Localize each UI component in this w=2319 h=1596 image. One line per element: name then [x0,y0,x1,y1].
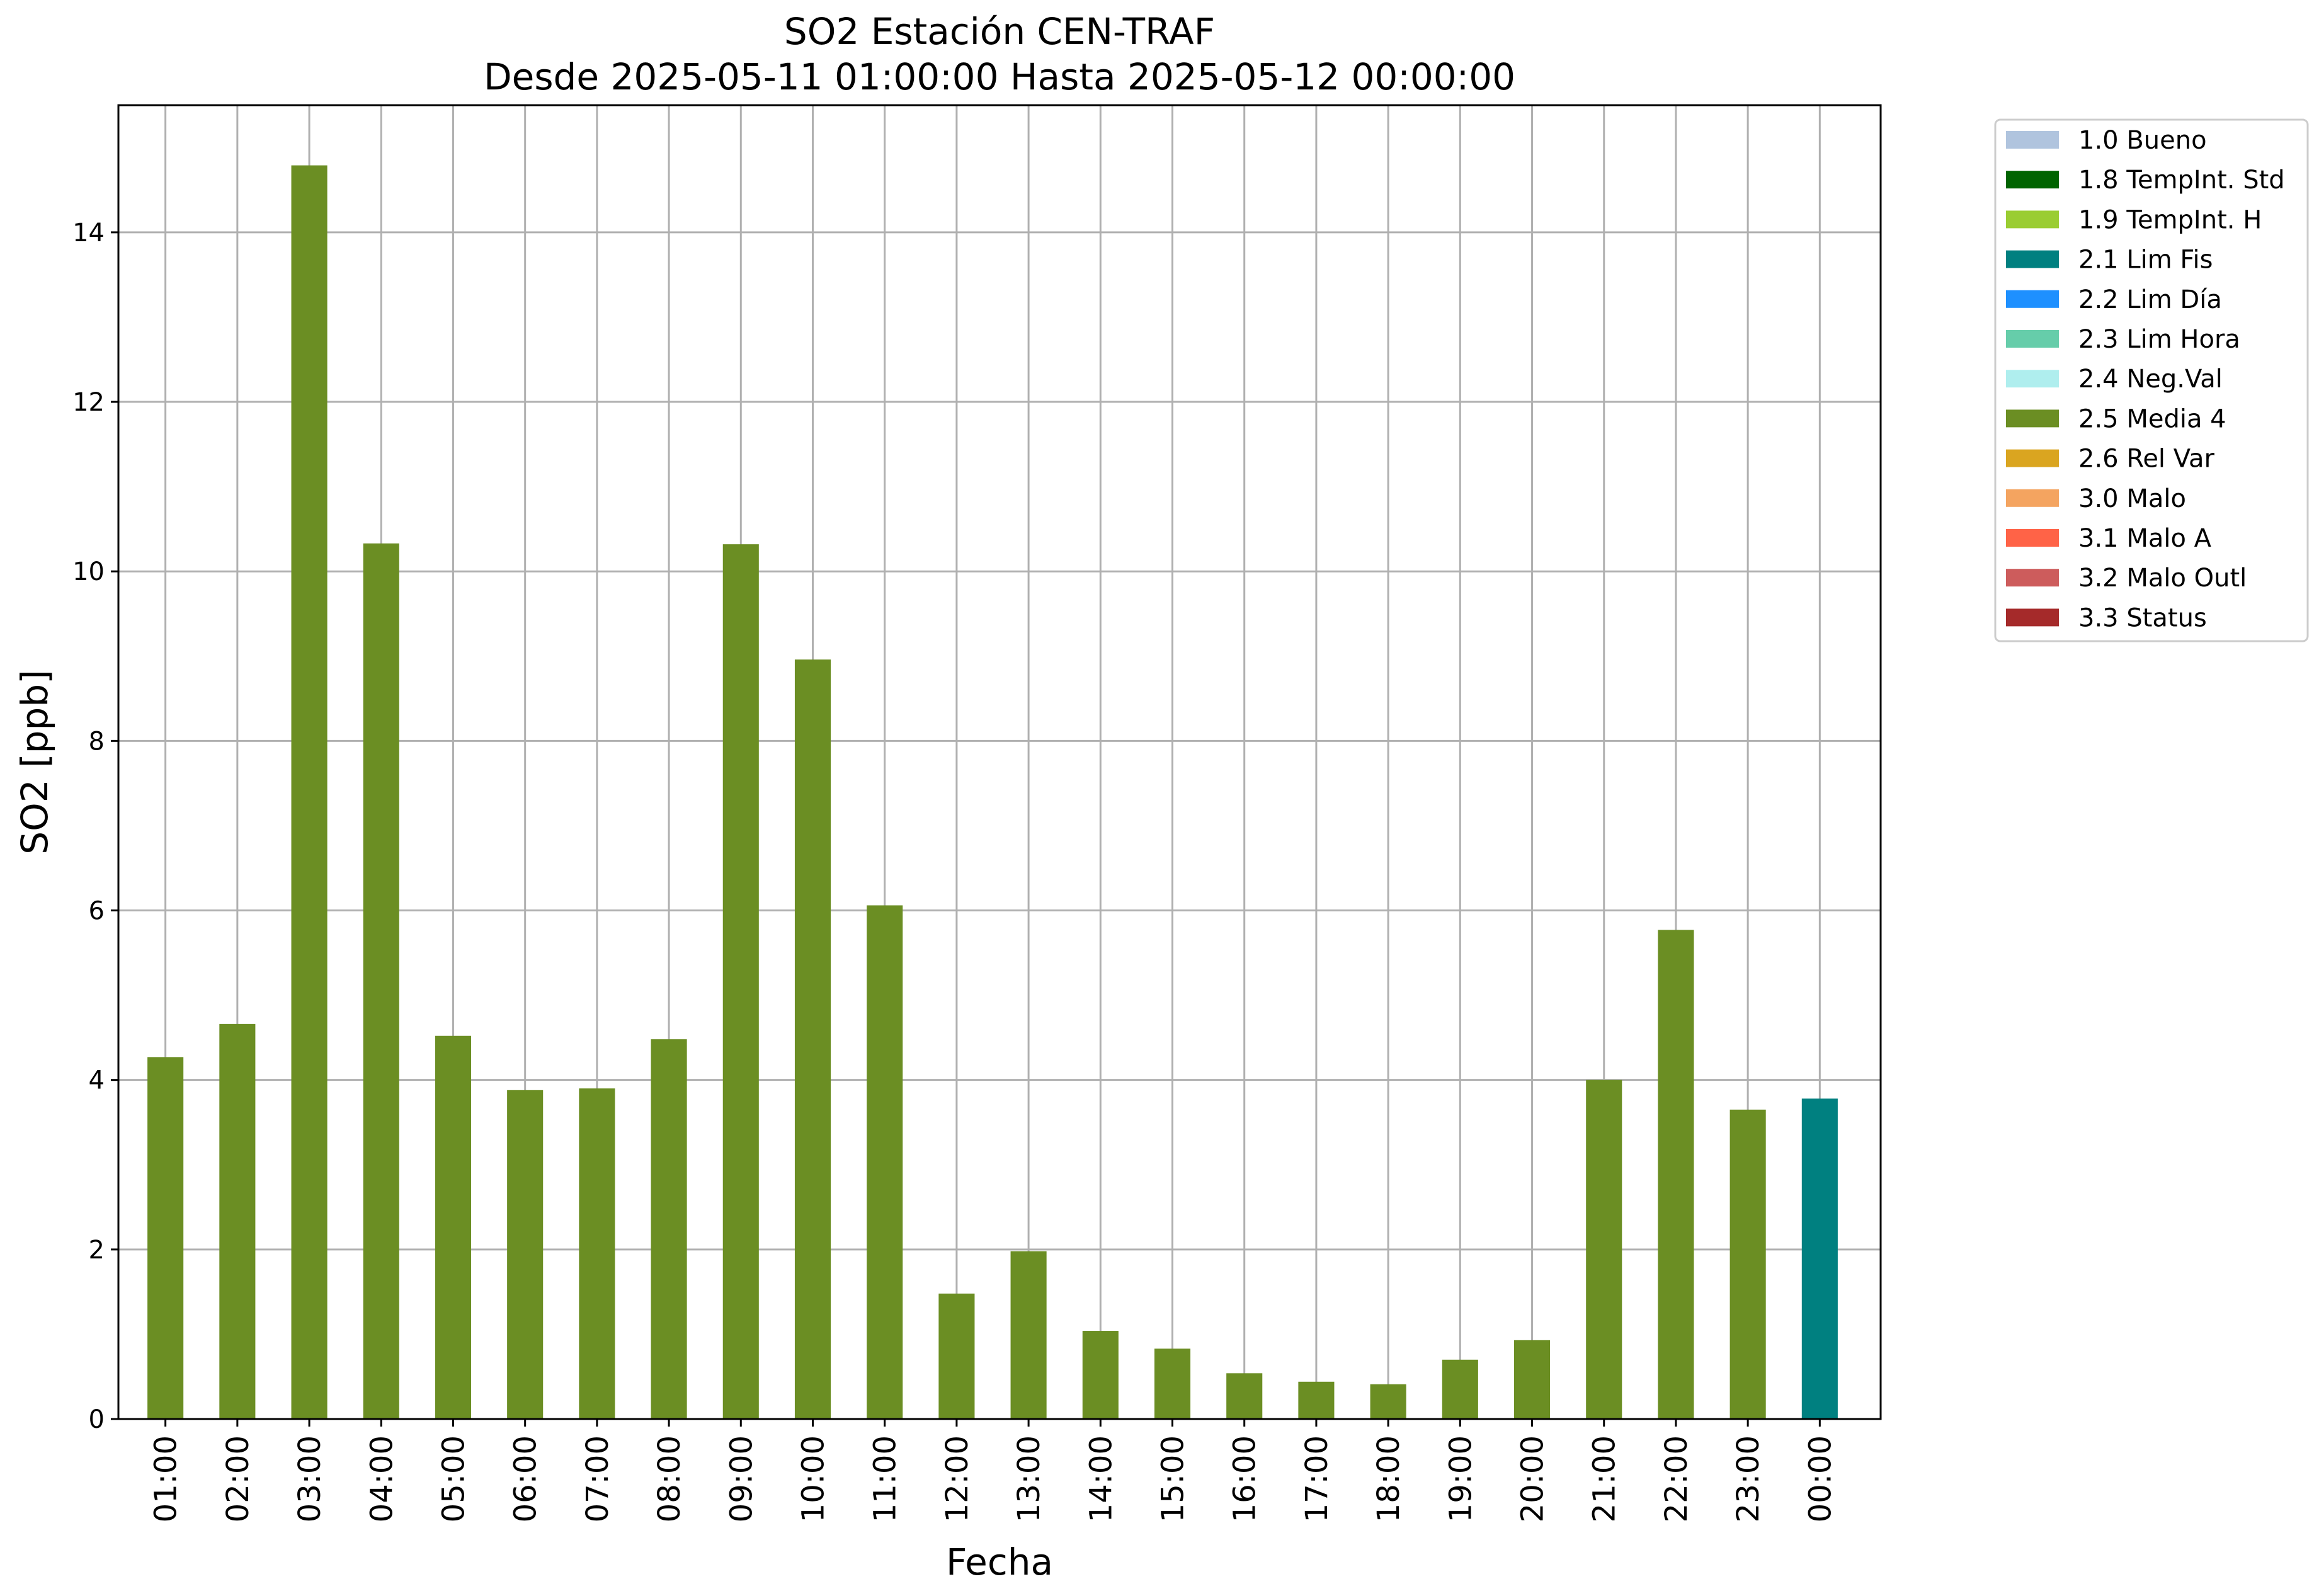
y-tick-label: 8 [89,727,105,756]
y-tick-label: 10 [72,557,105,586]
legend-label: 2.4 Neg.Val [2078,365,2223,394]
x-tick-label: 04:00 [364,1435,399,1522]
x-tick-label: 07:00 [580,1435,615,1522]
bar-1300 [1010,1251,1047,1419]
y-axis-label: SO2 [ppb] [13,670,56,855]
legend-label: 3.2 Malo Outl [2078,564,2247,593]
bar-1900 [1442,1359,1478,1419]
bar-1800 [1370,1384,1406,1419]
x-tick-label: 16:00 [1228,1435,1263,1522]
x-tick-label: 20:00 [1515,1435,1551,1522]
legend-swatch-1-9 [2006,210,2059,229]
x-tick-label: 10:00 [795,1435,831,1522]
y-tick-label: 2 [89,1236,105,1265]
x-tick-label: 21:00 [1587,1435,1622,1522]
bar-2100 [1586,1080,1622,1419]
legend-label: 3.3 Status [2078,603,2207,632]
bars [147,165,1838,1420]
x-tick-label: 02:00 [220,1435,256,1522]
legend-swatch-1-8 [2006,171,2059,189]
bar-1600 [1226,1373,1263,1419]
legend-label: 2.6 Rel Var [2078,445,2215,474]
legend-swatch-3-1 [2006,529,2059,547]
bar-2000 [1513,1340,1551,1419]
legend-box [1994,118,2309,642]
x-tick-label: 01:00 [149,1435,184,1522]
x-tick-label: 11:00 [868,1435,903,1522]
bar-1500 [1154,1348,1191,1419]
y-tick-label: 6 [89,897,105,926]
legend-label: 1.8 TempInt. Std [2078,166,2285,195]
legend-swatch-2-4 [2006,370,2059,388]
bar-0600 [507,1090,544,1419]
bar-0900 [722,544,759,1420]
legend-swatch-3-2 [2006,569,2059,587]
bar-1000 [794,659,831,1419]
bar-0800 [651,1039,687,1419]
legend-swatch-3-3 [2006,608,2059,627]
bar-0100 [147,1057,184,1419]
legend-swatch-3-0 [2006,489,2059,507]
bar-1100 [867,905,903,1419]
legend-label: 1.9 TempInt. H [2078,205,2262,234]
bar-1700 [1298,1381,1335,1419]
x-tick-label: 03:00 [292,1435,328,1522]
legend-label: 3.1 Malo A [2078,524,2212,553]
chart-subtitle: Desde 2025-05-11 01:00:00 Hasta 2025-05-… [484,55,1515,98]
legend-swatch-1-0 [2006,131,2059,149]
bar-0400 [363,543,399,1419]
plot-frame [117,104,1882,1420]
legend-label: 2.1 Lim Fis [2078,246,2213,275]
x-tick-label: 14:00 [1083,1435,1119,1522]
x-tick-label: 05:00 [436,1435,471,1522]
y-tick-label: 12 [72,388,105,417]
x-tick-label: 23:00 [1731,1435,1766,1522]
bar-1400 [1082,1331,1119,1419]
bar-0200 [219,1023,256,1419]
x-tick-label: 09:00 [724,1435,759,1522]
y-tick-label: 0 [89,1405,105,1434]
legend: 1.0 Bueno 1.8 TempInt. Std 1.9 TempInt. H 2… [1994,118,2309,642]
y-ticks: 0 2 4 6 8 10 12 14 [72,219,118,1434]
legend-label: 2.2 Lim Día [2078,285,2222,314]
x-tick-label: 17:00 [1299,1435,1335,1522]
x-tick-label: 19:00 [1443,1435,1478,1522]
x-tick-label: 12:00 [940,1435,975,1522]
legend-label: 2.3 Lim Hora [2078,325,2240,354]
bar-2300 [1729,1109,1766,1419]
bar-0000 [1801,1098,1838,1419]
bar-0500 [435,1035,472,1419]
legend-label: 1.0 Bueno [2078,126,2207,155]
legend-swatch-2-3 [2006,330,2059,348]
legend-label: 3.0 Malo [2078,484,2186,513]
bar-1200 [938,1293,975,1419]
x-tick-label: 22:00 [1659,1435,1694,1522]
x-ticks: 01:00 02:00 03:00 04:00 05:00 06:00 07:00 08:00… [149,1419,1838,1522]
x-tick-label: 08:00 [652,1435,687,1522]
x-tick-label: 15:00 [1156,1435,1191,1522]
legend-swatch-2-2 [2006,290,2059,308]
x-tick-label: 18:00 [1371,1435,1406,1522]
bar-2200 [1658,930,1694,1419]
chart-title: SO2 Estación CEN-TRAF [784,10,1215,53]
legend-label: 2.5 Media 4 [2078,404,2226,433]
x-axis-label: Fecha [946,1541,1053,1583]
bar-0700 [579,1088,615,1419]
x-tick-label: 00:00 [1803,1435,1838,1522]
y-tick-label: 4 [89,1066,105,1095]
y-tick-label: 14 [72,219,105,248]
legend-swatch-2-1 [2006,250,2059,268]
x-tick-label: 13:00 [1011,1435,1047,1522]
x-tick-label: 06:00 [508,1435,544,1522]
legend-swatch-2-5 [2006,409,2059,428]
legend-swatch-2-6 [2006,449,2059,467]
bar-0300 [291,165,328,1419]
